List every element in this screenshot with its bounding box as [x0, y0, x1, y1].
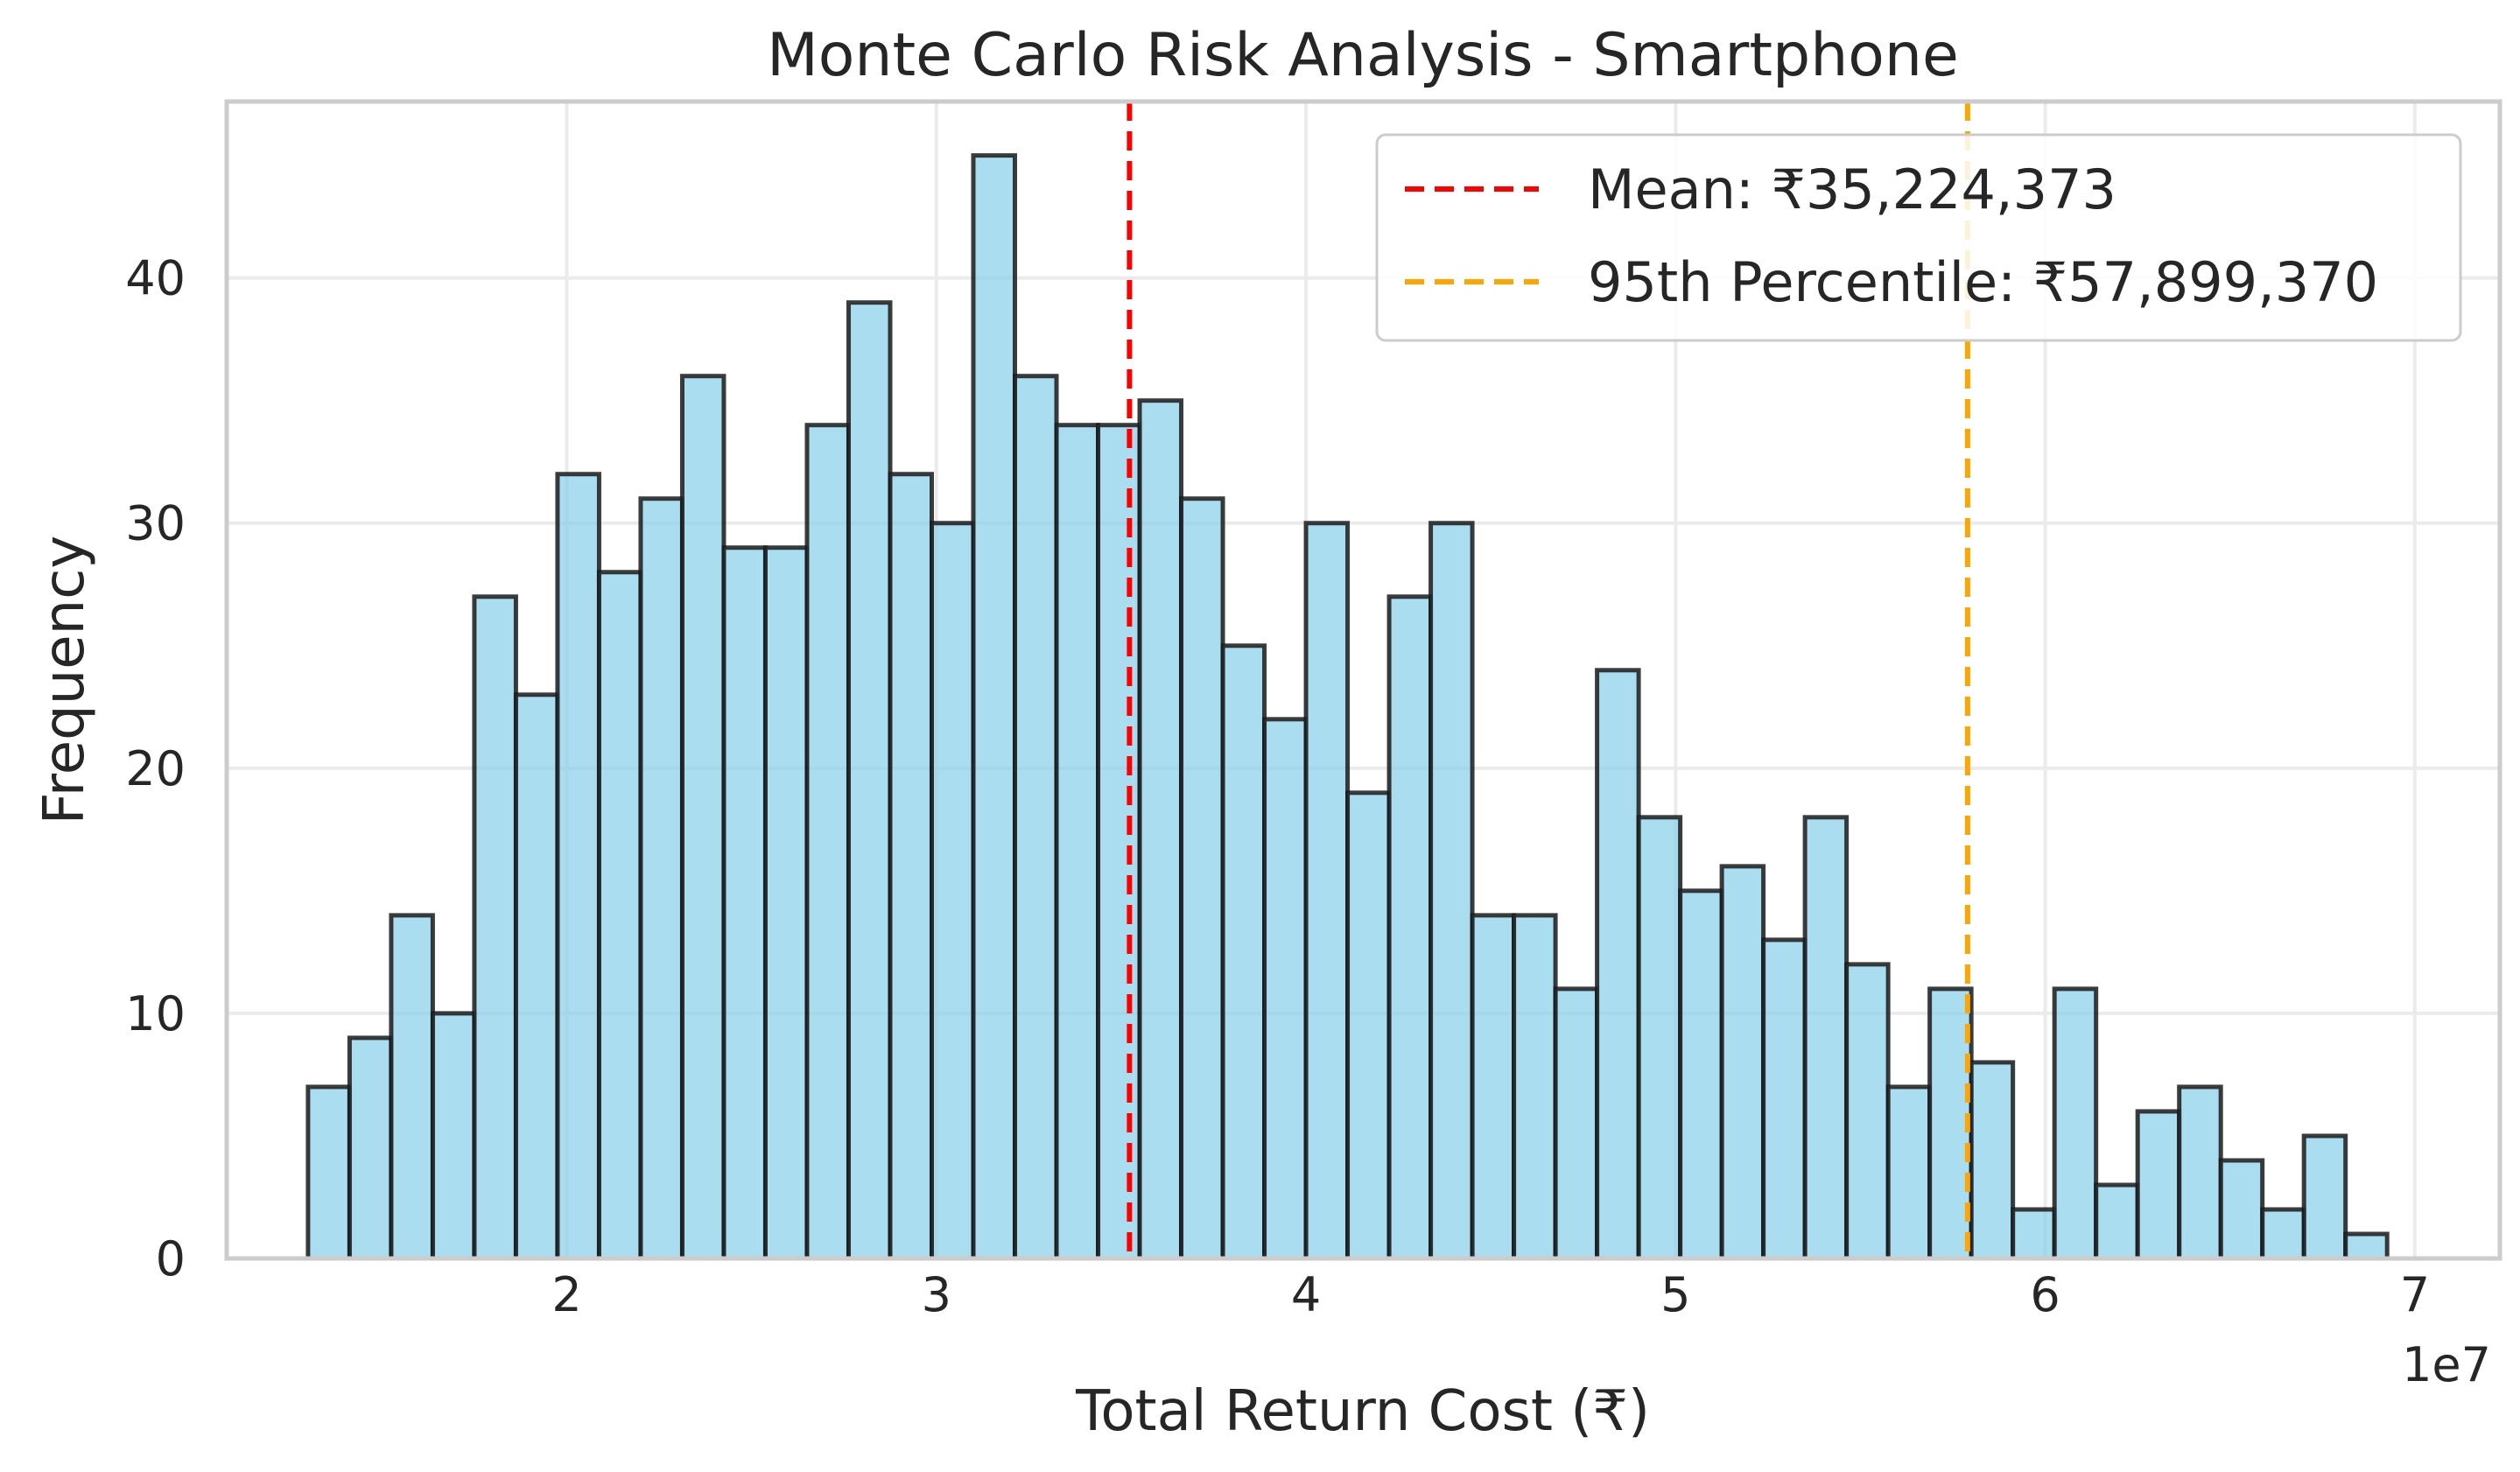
- histogram-bar: [1512, 913, 1558, 1261]
- legend-box: [1375, 133, 2462, 342]
- histogram-bar: [1885, 1084, 1933, 1261]
- histogram-bar: [1553, 986, 1600, 1261]
- histogram-bar: [2094, 1182, 2140, 1261]
- x-axis-ticks: 2 3 4 5 6 7: [551, 1267, 2430, 1322]
- chart-title: Monte Carlo Risk Analysis - Smartphone: [767, 21, 1959, 90]
- histogram-bar: [596, 570, 643, 1261]
- x-tick-label: 5: [1660, 1267, 1690, 1322]
- histogram-bar: [929, 521, 976, 1261]
- histogram-bar: [1595, 668, 1641, 1261]
- histogram-bar: [2052, 986, 2099, 1261]
- histogram-bar: [513, 692, 560, 1261]
- y-tick-label: 30: [125, 496, 186, 551]
- y-tick-label: 0: [156, 1231, 186, 1286]
- histogram-bar: [1761, 937, 1808, 1261]
- histogram-bar: [1303, 521, 1351, 1261]
- histogram-bar: [846, 300, 893, 1261]
- histogram-bar: [762, 545, 810, 1261]
- histogram-bar: [1386, 594, 1434, 1261]
- histogram-bar: [555, 472, 601, 1261]
- histogram-bar: [2218, 1158, 2265, 1261]
- histogram-bar: [1220, 643, 1267, 1261]
- histogram-bar: [1345, 790, 1392, 1261]
- histogram-bar: [1802, 815, 1850, 1261]
- histogram-bars: [305, 153, 2390, 1261]
- y-tick-label: 20: [125, 741, 186, 796]
- histogram-bar: [888, 472, 934, 1261]
- histogram-bar: [1096, 423, 1142, 1261]
- histogram-bar: [1013, 374, 1059, 1261]
- histogram-bar: [1054, 423, 1101, 1261]
- legend: Mean: ₹35,224,373 95th Percentile: ₹57,8…: [1375, 133, 2462, 342]
- x-tick-label: 4: [1291, 1267, 1321, 1322]
- histogram-bar: [2135, 1109, 2182, 1261]
- x-tick-label: 2: [551, 1267, 581, 1322]
- y-axis-label: Frequency: [32, 536, 97, 825]
- histogram-bar: [2260, 1207, 2306, 1261]
- histogram-bar: [2011, 1207, 2057, 1261]
- histogram-bar: [305, 1084, 352, 1261]
- histogram-bar: [2177, 1084, 2223, 1261]
- histogram-bar: [430, 1011, 477, 1261]
- legend-mean-label: Mean: ₹35,224,373: [1588, 158, 2116, 221]
- histogram-bar: [347, 1035, 394, 1261]
- histogram-bar: [679, 374, 727, 1261]
- x-tick-label: 6: [2030, 1267, 2060, 1322]
- histogram-bar: [971, 153, 1018, 1261]
- histogram-bar: [1678, 888, 1724, 1261]
- y-tick-label: 10: [125, 986, 186, 1041]
- histogram-bar: [1428, 521, 1475, 1261]
- x-tick-label: 7: [2400, 1267, 2430, 1322]
- legend-p95-label: 95th Percentile: ₹57,899,370: [1588, 250, 2378, 314]
- histogram-bar: [2343, 1231, 2390, 1261]
- histogram-bar: [389, 913, 435, 1261]
- histogram-bar: [1137, 398, 1184, 1261]
- histogram-bar: [721, 545, 768, 1261]
- histogram-bar: [1470, 913, 1517, 1261]
- y-tick-label: 40: [125, 251, 186, 306]
- histogram-bar: [1719, 864, 1766, 1261]
- histogram-bar: [1179, 496, 1225, 1261]
- histogram-bar: [1844, 962, 1891, 1261]
- y-axis-ticks: 0 10 20 30 40: [125, 251, 186, 1286]
- x-tick-label: 3: [922, 1267, 951, 1322]
- histogram-bar: [638, 496, 684, 1261]
- histogram-bar: [1636, 815, 1683, 1261]
- histogram-bar: [804, 423, 851, 1261]
- histogram-bar: [472, 594, 518, 1261]
- histogram-bar: [2301, 1133, 2348, 1261]
- x-axis-offset-label: 1e7: [2402, 1337, 2491, 1392]
- histogram-bar: [1969, 1060, 2016, 1261]
- histogram-bar: [1262, 717, 1309, 1261]
- x-axis-label: Total Return Cost (₹): [1075, 1379, 1650, 1444]
- plot-frame: [224, 99, 2502, 1261]
